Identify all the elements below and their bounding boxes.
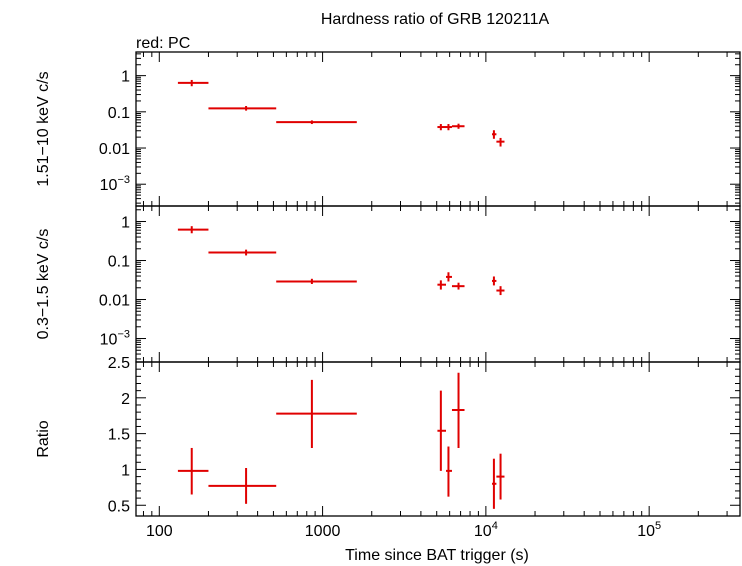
- x-tick-label: 105: [637, 520, 661, 540]
- y-tick-label: 1: [121, 215, 130, 232]
- data-point: [496, 137, 505, 147]
- y-tick-label-base: 0.01: [99, 141, 130, 158]
- y-tick-label-base: 2: [121, 391, 130, 408]
- y-axis-label-2: 0.3−1.5 keV c/s: [35, 229, 52, 340]
- panel-1-frame: [135, 51, 741, 207]
- data-point: [491, 458, 497, 509]
- data-point: [276, 379, 357, 448]
- data-point: [437, 390, 447, 471]
- y-tick-label: 2.5: [108, 355, 130, 372]
- y-tick-label-base: 10: [100, 177, 118, 194]
- data-point: [276, 120, 357, 125]
- y-tick-label: 0.5: [108, 498, 130, 515]
- y-tick-label-base: 0.5: [108, 498, 130, 515]
- data-point: [177, 226, 209, 234]
- y-tick-label-base: 1.5: [108, 427, 130, 444]
- x-tick-label-base: 100: [146, 523, 173, 540]
- x-tick-label-base: 10: [637, 523, 655, 540]
- y-tick-label: 1.5: [108, 427, 130, 444]
- x-tick-label: 100: [146, 523, 173, 540]
- y-tick-label: 0.01: [99, 141, 130, 158]
- data-point: [496, 453, 505, 500]
- panel-3-frame: [135, 361, 741, 517]
- data-point: [446, 272, 452, 282]
- x-axis-label: Time since BAT trigger (s): [345, 547, 529, 564]
- chart-subtitle: red: PC: [136, 35, 190, 52]
- y-tick-label: 2: [121, 391, 130, 408]
- x-tick-label-base: 10: [474, 523, 492, 540]
- data-point: [451, 372, 465, 448]
- y-tick-label-base: 10: [100, 332, 118, 349]
- data-point: [208, 249, 277, 256]
- data-point: [451, 282, 465, 290]
- y-tick-label: 1: [121, 462, 130, 479]
- data-point: [491, 276, 497, 286]
- y-tick-label: 10−3: [100, 174, 130, 194]
- y-tick-label-base: 0.1: [108, 105, 130, 122]
- data-point: [496, 286, 505, 296]
- data-point: [446, 124, 452, 131]
- y-tick-label: 0.1: [108, 105, 130, 122]
- x-tick-label-exp: 4: [492, 520, 498, 532]
- data-point: [451, 123, 465, 129]
- y-tick-label: 0.1: [108, 254, 130, 271]
- y-tick-label-base: 1: [121, 215, 130, 232]
- y-tick-label-exp: −3: [117, 329, 130, 341]
- panel-1: 1 0.1 0.01 10−3 1.51−10 keV c/s: [35, 51, 741, 207]
- data-point: [446, 446, 452, 497]
- y-tick-label-base: 0.1: [108, 254, 130, 271]
- y-axis-label-1: 1.51−10 keV c/s: [35, 71, 52, 186]
- data-point: [491, 130, 497, 139]
- chart-title: Hardness ratio of GRB 120211A: [321, 11, 550, 28]
- data-point: [177, 447, 209, 495]
- y-tick-label-base: 1: [121, 69, 130, 86]
- data-point: [437, 280, 447, 290]
- data-point: [177, 79, 209, 87]
- y-tick-label-base: 1: [121, 462, 130, 479]
- y-axis-label-3: Ratio: [35, 420, 52, 457]
- data-point: [208, 468, 277, 504]
- y-tick-label-base: 0.01: [99, 293, 130, 310]
- y-tick-label: 10−3: [100, 329, 130, 349]
- data-point: [437, 124, 447, 131]
- y-tick-label: 1: [121, 69, 130, 86]
- panel-2: 1 0.1 0.01 10−3 0.3−1.5 keV c/s: [35, 205, 741, 363]
- x-tick-label: 104: [474, 520, 498, 540]
- y-tick-label-exp: −3: [117, 174, 130, 186]
- data-point: [276, 278, 357, 284]
- data-point: [208, 105, 277, 111]
- x-tick-label-base: 1000: [305, 523, 341, 540]
- y-tick-label-base: 2.5: [108, 355, 130, 372]
- x-tick-label: 1000: [305, 523, 341, 540]
- x-tick-label-exp: 5: [655, 520, 661, 532]
- y-tick-label: 0.01: [99, 293, 130, 310]
